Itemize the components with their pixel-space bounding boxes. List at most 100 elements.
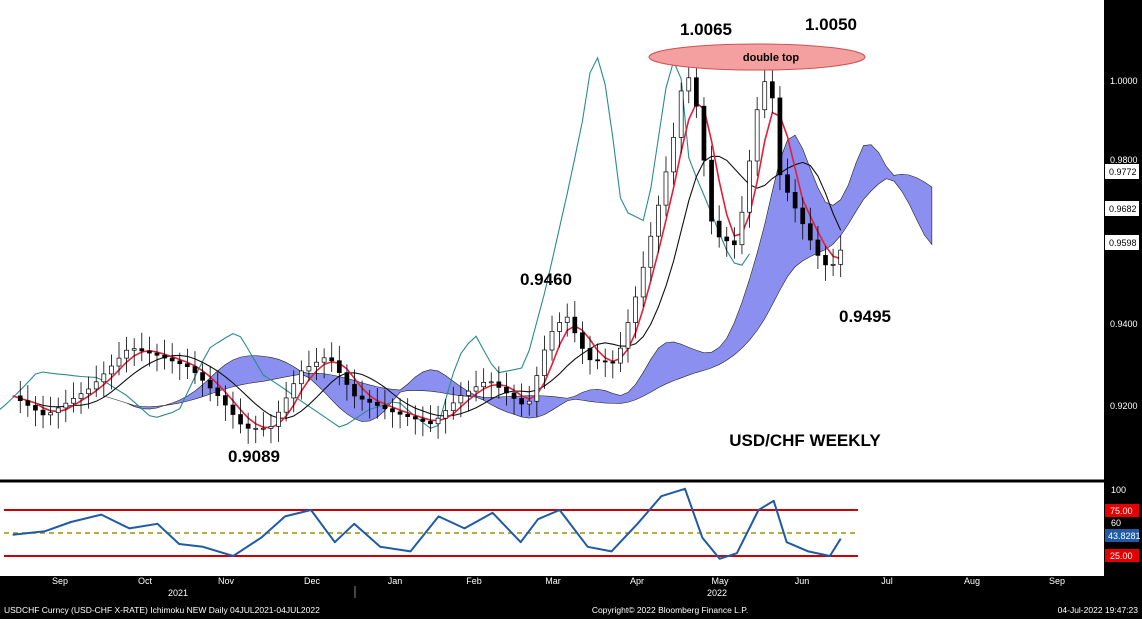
- candle: [656, 195, 661, 253]
- candle: [443, 398, 449, 434]
- candle: [739, 196, 745, 255]
- candle: [169, 343, 175, 374]
- candle: [268, 414, 274, 444]
- candle-body-down: [496, 381, 502, 388]
- candle: [321, 348, 327, 379]
- candle-body-up: [678, 90, 684, 138]
- candle: [458, 382, 464, 418]
- candle-body-up: [291, 383, 297, 399]
- candle: [701, 97, 707, 177]
- candle: [25, 385, 31, 417]
- candle: [215, 372, 221, 407]
- candle-body-up: [762, 81, 768, 111]
- candle: [352, 369, 357, 409]
- candle-body-up: [549, 331, 555, 351]
- candle-body-up: [747, 160, 752, 213]
- candle-body-down: [504, 387, 509, 394]
- candle: [283, 381, 289, 422]
- annotation-double-top: double top: [743, 52, 799, 64]
- candle-body-down: [572, 316, 578, 334]
- candle: [595, 343, 600, 370]
- candle: [815, 226, 821, 270]
- price-panel: [0, 56, 933, 444]
- month-tick-label: Jul: [881, 576, 893, 586]
- year-label-2022: 2022: [707, 588, 727, 598]
- osc-current-box: [1105, 529, 1139, 542]
- annotation-high-1: 1.0065: [680, 20, 732, 39]
- candle-body-up: [253, 427, 259, 430]
- candle-body-up: [838, 249, 844, 265]
- candle: [298, 360, 304, 400]
- candle-body-down: [207, 379, 213, 389]
- price-label-box: [1105, 164, 1139, 179]
- candle: [754, 97, 760, 176]
- candle-body-up: [640, 266, 646, 298]
- osc-level-75: 75.00: [1110, 506, 1133, 516]
- candle-body-down: [230, 404, 236, 415]
- candle: [633, 286, 638, 339]
- candle-body-down: [367, 398, 373, 403]
- candle-body-up: [78, 393, 84, 399]
- candle: [731, 227, 737, 259]
- candle: [618, 332, 623, 373]
- candle: [154, 343, 160, 372]
- candle: [473, 370, 479, 402]
- candle-body-down: [587, 348, 593, 361]
- candle: [640, 251, 646, 308]
- candle: [785, 158, 790, 202]
- candle-body-down: [352, 384, 357, 397]
- candle: [496, 366, 502, 399]
- osc-level-25-box: [1105, 549, 1139, 562]
- candle-body-down: [580, 332, 585, 349]
- bottom-axis-panel: [0, 576, 1142, 619]
- candle-body-up: [321, 357, 327, 363]
- candle-body-up: [488, 381, 494, 384]
- candle: [610, 350, 616, 379]
- candle: [572, 301, 578, 343]
- month-tick-label: Aug: [964, 576, 980, 586]
- candle-body-up: [260, 427, 266, 430]
- candle-body-down: [785, 174, 790, 193]
- candle: [192, 351, 198, 385]
- candle-body-down: [602, 360, 608, 363]
- candle: [131, 338, 137, 367]
- candle: [344, 364, 350, 401]
- candle-body-down: [238, 414, 243, 425]
- candle-body-down: [823, 255, 828, 266]
- candle-body-up: [314, 361, 319, 367]
- chikou-span-line: [0, 56, 750, 429]
- annotation-0.9089: 0.9089: [228, 447, 280, 466]
- month-tick-label: Dec: [304, 576, 321, 586]
- candle-body-up: [663, 171, 669, 206]
- candle: [625, 309, 631, 363]
- candle-body-down: [412, 416, 418, 420]
- candle-body-down: [185, 363, 190, 367]
- osc-tick-100: 100: [1111, 485, 1126, 495]
- candle: [124, 336, 129, 373]
- candle: [526, 385, 532, 416]
- candle-body-down: [25, 400, 31, 406]
- candle: [800, 197, 806, 240]
- candle-body-up: [656, 204, 661, 237]
- candle: [93, 365, 99, 398]
- candle: [678, 82, 684, 154]
- candle-body-up: [276, 411, 281, 427]
- candle: [162, 339, 167, 370]
- candle-body-down: [405, 413, 411, 417]
- candle-body-up: [633, 296, 638, 323]
- candle: [109, 354, 114, 390]
- candle-body-down: [709, 159, 714, 222]
- candle: [762, 65, 768, 119]
- candle-body-up: [526, 400, 532, 405]
- candle: [807, 207, 813, 251]
- candle: [450, 386, 456, 420]
- osc-level-75-box: [1105, 504, 1139, 517]
- candle: [542, 335, 547, 389]
- candle-body-up: [101, 373, 107, 383]
- candle-body-up: [830, 263, 836, 266]
- candle-body-down: [397, 411, 403, 415]
- candle: [336, 345, 342, 386]
- month-tick-label: Nov: [218, 576, 235, 586]
